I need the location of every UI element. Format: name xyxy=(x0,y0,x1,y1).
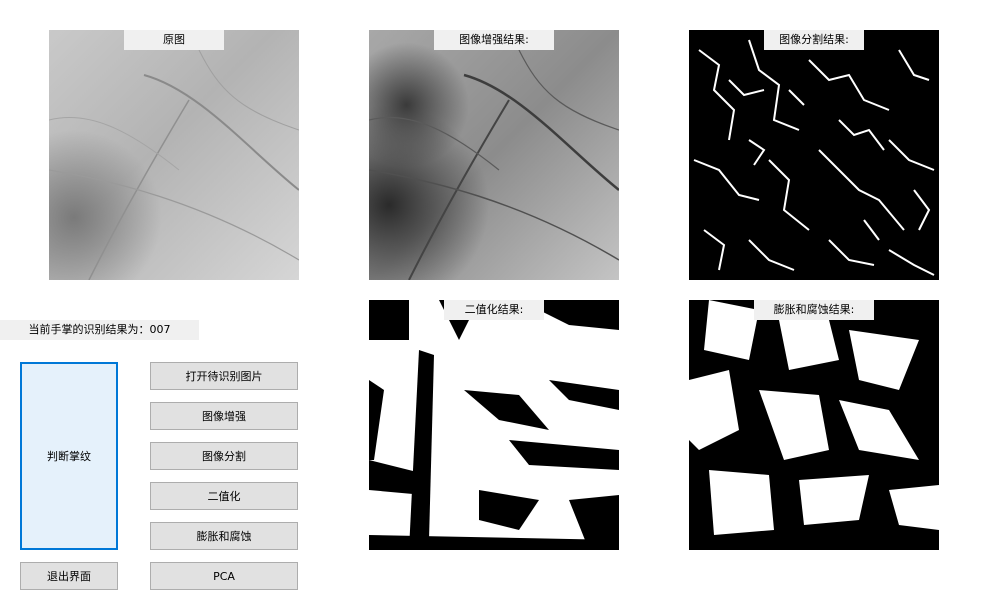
open-image-button[interactable]: 打开待识别图片 xyxy=(150,362,298,390)
image-enhance-button[interactable]: 图像增强 xyxy=(150,402,298,430)
original-image-caption: 原图 xyxy=(124,30,224,50)
recognition-result-label: 当前手掌的识别结果为：007 xyxy=(0,320,199,340)
segment-result-panel: 图像分割结果: xyxy=(689,30,939,280)
original-image-panel: 原图 xyxy=(49,30,299,280)
binary-result-caption: 二值化结果: xyxy=(444,300,544,320)
pca-button[interactable]: PCA xyxy=(150,562,298,590)
dilate-erode-button[interactable]: 膨胀和腐蚀 xyxy=(150,522,298,550)
judge-palmprint-button[interactable]: 判断掌纹 xyxy=(20,362,118,550)
morph-result-image xyxy=(689,300,939,550)
binary-result-image xyxy=(369,300,619,550)
segment-result-caption: 图像分割结果: xyxy=(764,30,864,50)
enhance-result-panel: 图像增强结果: xyxy=(369,30,619,280)
enhance-result-caption: 图像增强结果: xyxy=(434,30,554,50)
binary-result-panel: 二值化结果: xyxy=(369,300,619,550)
segment-result-image xyxy=(689,30,939,280)
exit-button[interactable]: 退出界面 xyxy=(20,562,118,590)
image-segment-button[interactable]: 图像分割 xyxy=(150,442,298,470)
binarize-button[interactable]: 二值化 xyxy=(150,482,298,510)
morph-result-panel: 膨胀和腐蚀结果: xyxy=(689,300,939,550)
morph-result-caption: 膨胀和腐蚀结果: xyxy=(754,300,874,320)
original-palm-image xyxy=(49,30,299,280)
enhance-result-image xyxy=(369,30,619,280)
